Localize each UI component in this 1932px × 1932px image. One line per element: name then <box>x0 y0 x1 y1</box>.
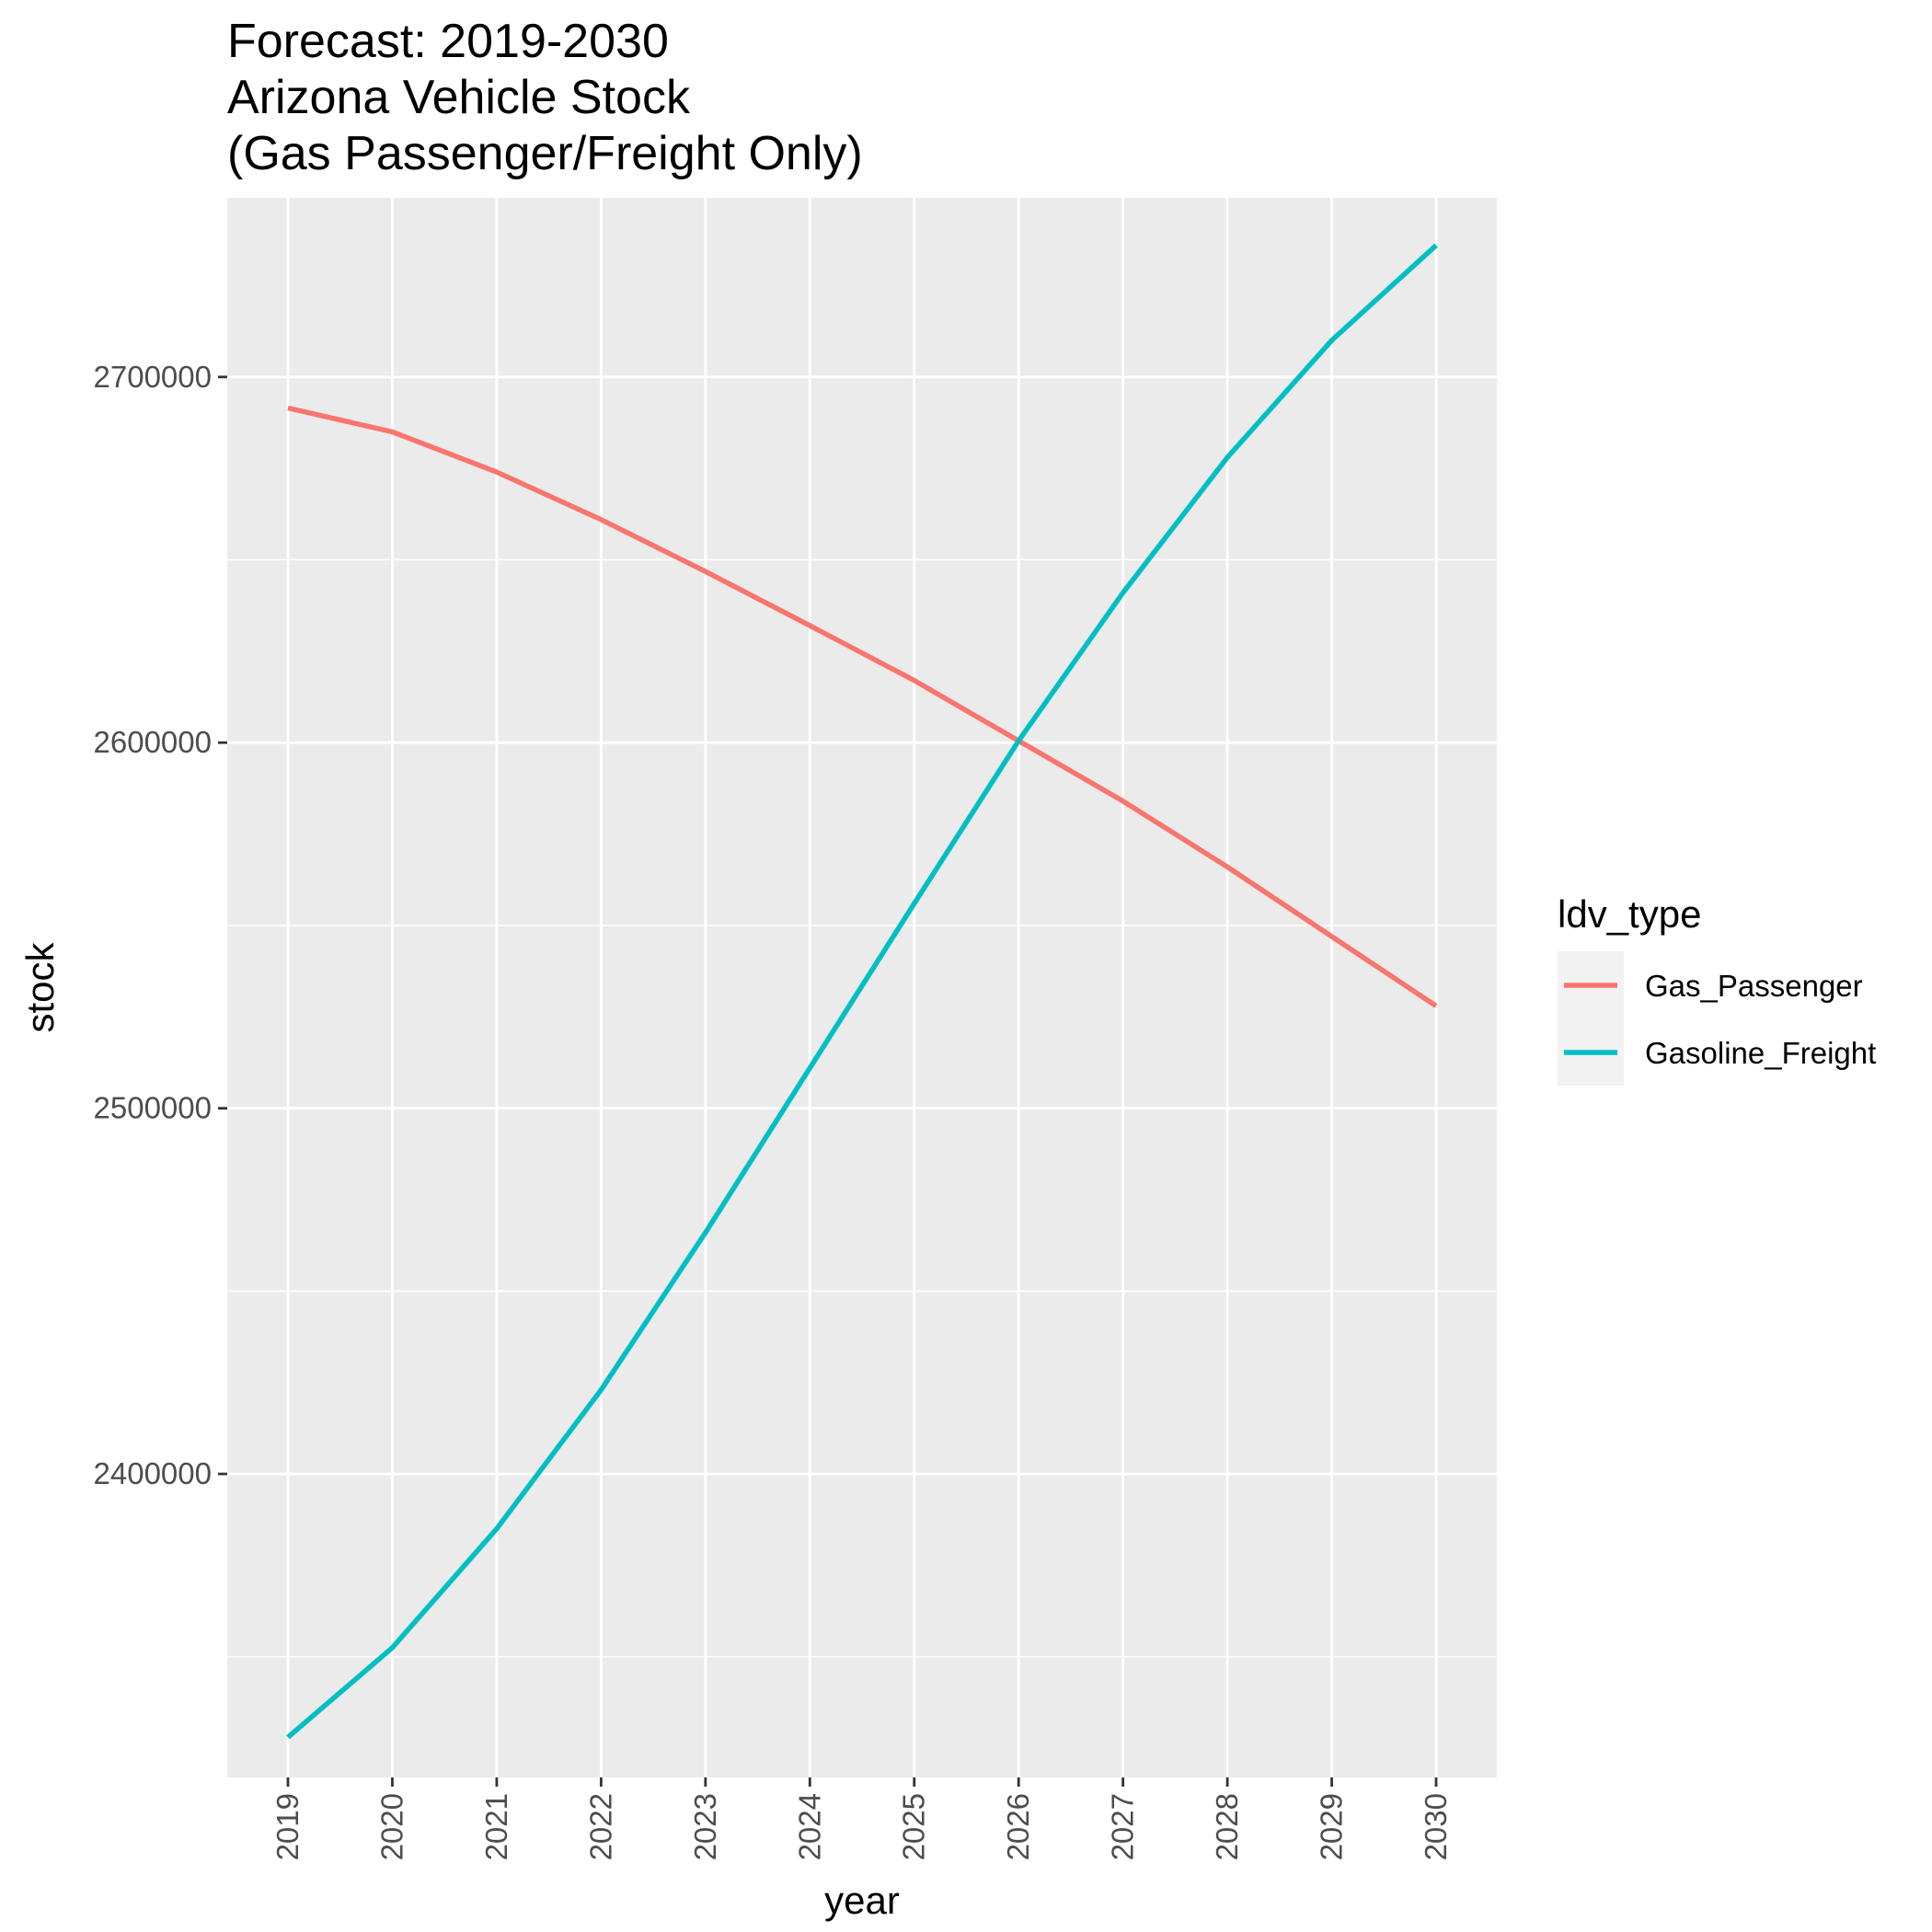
y-tick-label: 2700000 <box>94 360 212 394</box>
legend-title: ldv_type <box>1558 892 1701 936</box>
x-axis-title: year <box>824 1879 900 1922</box>
y-tick-label: 2400000 <box>94 1456 212 1490</box>
x-tick-label: 2026 <box>1001 1793 1035 1860</box>
legend-label: Gasoline_Freight <box>1645 1036 1876 1070</box>
major-gridlines <box>227 198 1497 1777</box>
x-tick-label: 2023 <box>688 1793 722 1860</box>
x-tick-label: 2020 <box>374 1793 408 1860</box>
x-tick-label: 2025 <box>897 1793 931 1860</box>
x-tick-label: 2029 <box>1315 1793 1349 1860</box>
chart-title-line: Arizona Vehicle Stock <box>227 71 691 124</box>
x-tick-label: 2028 <box>1210 1793 1244 1860</box>
x-tick-label: 2019 <box>270 1793 305 1860</box>
series-line-gasoline-freight <box>286 243 1438 1740</box>
x-tick-label: 2024 <box>792 1793 826 1860</box>
x-axis: 2019 2020 2021 2022 2023 2024 2025 2026 2027 2028… <box>270 1777 1453 1860</box>
legend-label: Gas_Passenger <box>1645 969 1863 1003</box>
y-axis: 2400000 2500000 2600000 2700000 <box>94 360 227 1490</box>
x-tick-label: 2021 <box>479 1793 513 1860</box>
legend-key-background <box>1558 951 1624 1086</box>
x-tick-label: 2022 <box>583 1793 617 1860</box>
chart-title-line: Forecast: 2019-2030 <box>227 15 669 68</box>
y-tick-label: 2600000 <box>94 725 212 759</box>
series-line-gas-passenger <box>287 405 1438 1008</box>
x-tick-label: 2030 <box>1419 1793 1453 1860</box>
legend: ldv_type Gas_Passenger Gasoline_Freight <box>1558 892 1876 1086</box>
series-lines <box>286 243 1438 1740</box>
y-tick-label: 2500000 <box>94 1091 212 1125</box>
chart-title-line: (Gas Passenger/Freight Only) <box>227 127 863 180</box>
minor-gridlines <box>227 558 1497 1658</box>
x-tick-label: 2027 <box>1106 1793 1140 1860</box>
y-axis-title: stock <box>18 941 62 1032</box>
legend-items: Gas_Passenger Gasoline_Freight <box>1558 951 1876 1086</box>
